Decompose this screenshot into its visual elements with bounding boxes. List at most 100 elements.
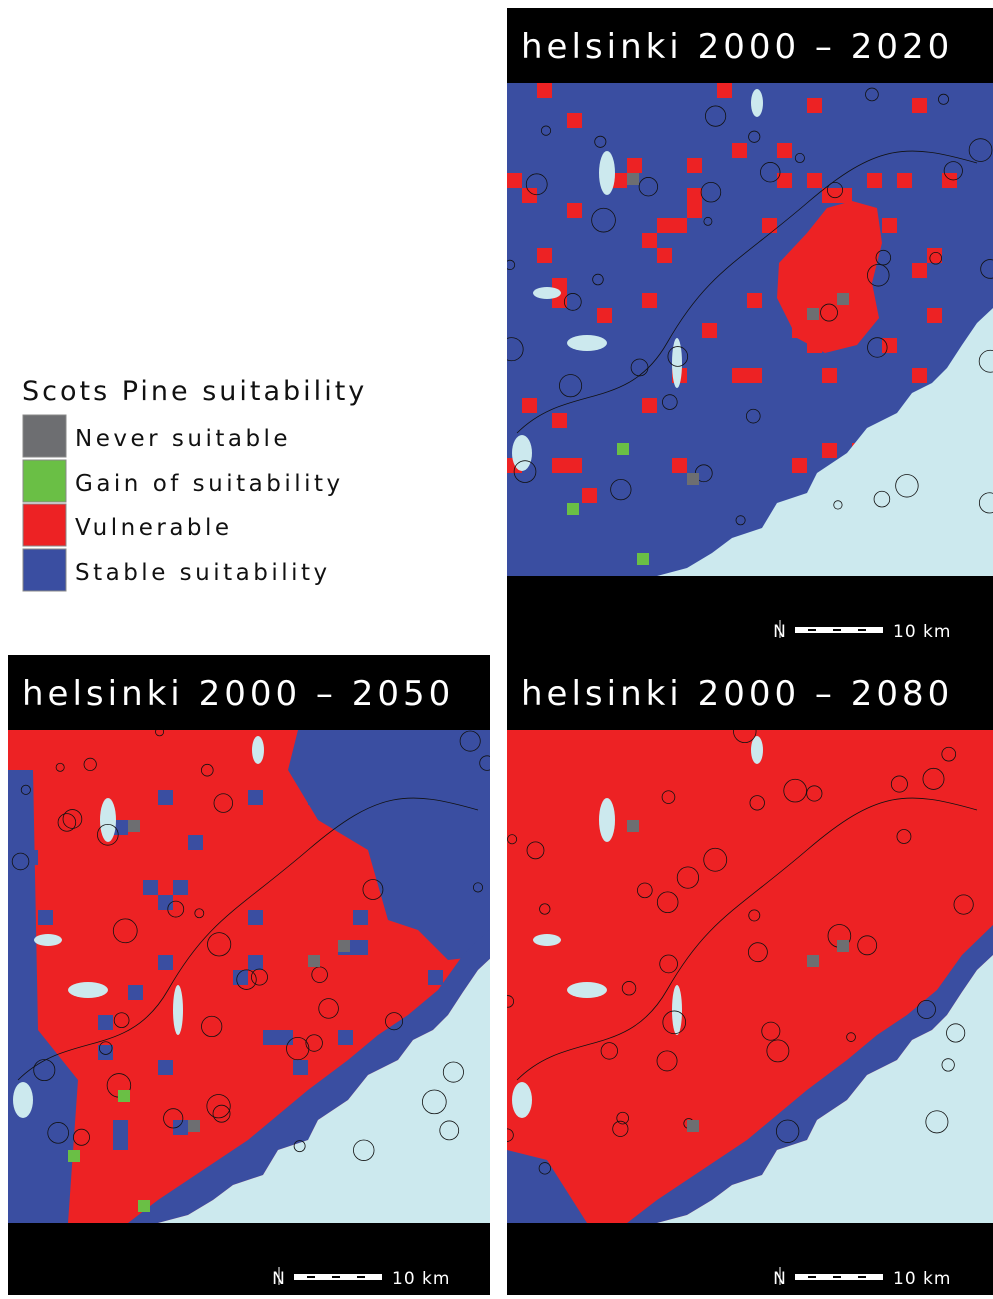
boundary-line	[516, 797, 978, 1081]
boundary	[968, 138, 993, 162]
boundary	[563, 293, 582, 311]
boundary	[194, 908, 205, 919]
gain-cell	[138, 1200, 150, 1212]
boundary	[591, 207, 616, 233]
boundary	[925, 1110, 949, 1134]
never-cell	[687, 1120, 699, 1132]
boundary	[442, 1061, 464, 1083]
boundary	[875, 249, 892, 266]
vulnerable-cell	[942, 173, 957, 188]
scale-label: 10 km	[893, 1269, 951, 1289]
boundary	[916, 999, 936, 1019]
stable-cell	[8, 1000, 23, 1015]
boundary	[525, 173, 548, 196]
boundary	[57, 813, 77, 832]
boundary-line	[516, 150, 978, 434]
lake	[533, 934, 561, 946]
vulnerable-cell	[837, 308, 852, 323]
boundary	[748, 130, 761, 143]
boundary	[846, 1032, 856, 1042]
scale-gap	[808, 1276, 816, 1278]
boundary	[806, 785, 823, 802]
scale-gap	[332, 1276, 340, 1278]
lake	[599, 151, 615, 195]
vulnerable-cell	[627, 158, 642, 173]
vulnerable-cell	[822, 368, 837, 383]
lake	[512, 435, 532, 471]
panel-title: helsinki 2000 – 2020	[521, 27, 953, 67]
lake	[567, 982, 607, 998]
vulnerable-cell	[702, 323, 717, 338]
boundary	[600, 1042, 618, 1060]
vulnerable-cell	[912, 98, 927, 113]
legend-swatch	[22, 503, 67, 547]
lake	[533, 287, 561, 299]
boundary	[659, 954, 678, 974]
vulnerable-cell	[747, 293, 762, 308]
stable-cell	[8, 1135, 23, 1150]
boundary	[73, 1128, 90, 1146]
stable-cell	[128, 985, 143, 1000]
boundary	[459, 730, 481, 752]
never-cell	[807, 955, 819, 967]
boundary	[112, 918, 138, 944]
stable-cell	[158, 1060, 173, 1075]
boundary	[873, 490, 891, 508]
legend-title: Scots Pine suitability	[22, 376, 367, 407]
scale-label: 10 km	[392, 1269, 450, 1289]
lake	[68, 982, 108, 998]
boundary	[362, 879, 384, 900]
boundary	[662, 1010, 687, 1035]
vulnerable-cell	[642, 233, 657, 248]
boundary	[47, 1122, 69, 1144]
vulnerable-cell	[597, 308, 612, 323]
never-cell	[128, 820, 140, 832]
lake	[173, 985, 183, 1035]
vulnerable-cell	[612, 173, 627, 188]
boundary	[439, 1120, 460, 1141]
boundary	[612, 1120, 629, 1137]
map-area	[507, 730, 993, 1223]
boundary	[592, 273, 604, 286]
boundary	[820, 303, 838, 322]
stable-cell	[173, 1120, 188, 1135]
vulnerable-cell	[792, 323, 807, 338]
stable-cell	[8, 835, 23, 850]
sea	[657, 308, 993, 576]
legend-swatch	[22, 414, 67, 458]
boundary	[775, 1119, 800, 1143]
scale-gap	[833, 1276, 841, 1278]
boundary	[946, 1023, 966, 1043]
lake	[512, 1082, 532, 1118]
gain-cell	[118, 1090, 130, 1102]
never-cell	[837, 293, 849, 305]
stable-cell	[338, 1030, 353, 1045]
boundary	[662, 394, 678, 410]
vulnerable-cell	[912, 368, 927, 383]
boundary	[353, 1139, 375, 1161]
boundary	[978, 349, 993, 373]
map-area	[8, 730, 490, 1223]
stable-cell	[53, 1135, 68, 1150]
boundary	[867, 263, 890, 287]
boundary	[472, 882, 484, 893]
scale-gap	[808, 629, 816, 631]
panel-title: helsinki 2000 – 2050	[22, 674, 454, 714]
boundary	[766, 1039, 790, 1063]
boundary	[167, 900, 185, 918]
vulnerable-cell	[552, 413, 567, 428]
boundary	[526, 841, 545, 860]
boundary	[55, 762, 65, 772]
stable-cell	[248, 790, 263, 805]
boundary	[941, 746, 957, 762]
boundary	[251, 968, 268, 986]
never-cell	[837, 940, 849, 952]
sea	[158, 958, 490, 1223]
boundary	[747, 942, 768, 963]
boundary	[735, 515, 746, 526]
legend-label: Stable suitability	[75, 560, 331, 586]
vulnerable-cell	[687, 188, 702, 203]
boundary	[113, 1012, 130, 1029]
